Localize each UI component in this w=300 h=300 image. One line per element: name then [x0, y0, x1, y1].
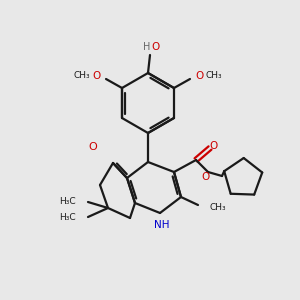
Text: CH₃: CH₃	[74, 71, 90, 80]
Text: CH₃: CH₃	[210, 202, 226, 211]
Text: H₃C: H₃C	[59, 212, 76, 221]
Text: H₃C: H₃C	[59, 197, 76, 206]
Text: O: O	[151, 42, 159, 52]
Text: O: O	[195, 71, 203, 81]
Text: O: O	[201, 172, 209, 182]
Text: CH₃: CH₃	[206, 71, 223, 80]
Text: H: H	[143, 42, 151, 52]
Text: O: O	[93, 71, 101, 81]
Text: O: O	[88, 142, 98, 152]
Text: NH: NH	[154, 220, 170, 230]
Text: O: O	[210, 141, 218, 151]
